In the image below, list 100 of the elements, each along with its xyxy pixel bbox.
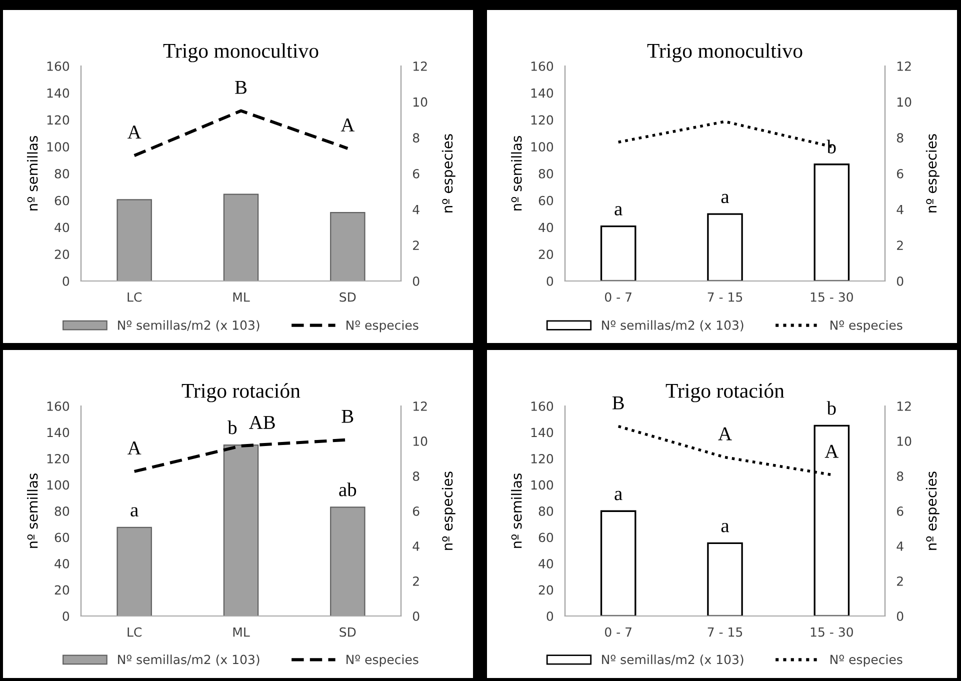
x-tick-label: 7 - 15 <box>708 292 742 302</box>
y-tick-label: 140 <box>47 428 70 438</box>
legend-label: Nº semillas/m2 (x 103) <box>118 654 260 666</box>
x-tick-label: 7 - 15 <box>708 627 742 637</box>
legend-label: Nº especies <box>830 320 902 332</box>
y-tick-label: 160 <box>531 61 554 71</box>
annotation: A <box>128 442 142 454</box>
annotation: B <box>235 80 247 94</box>
x-tick-label: SD <box>340 627 356 637</box>
y2-tick-label: 8 <box>896 471 904 481</box>
y2-tick-label: 0 <box>412 276 420 286</box>
x-tick-label: SD <box>340 292 356 302</box>
legend-label: Nº especies <box>346 320 418 332</box>
y-tick-label: 40 <box>54 558 70 568</box>
x-tick-label: LC <box>128 627 142 637</box>
y2-axis-title: nº especies <box>926 472 940 550</box>
y-tick-label: 60 <box>538 532 554 542</box>
x-tick-label: LC <box>128 292 142 302</box>
x-tick-label: 0 - 7 <box>604 292 632 302</box>
y2-axis-title: nº especies <box>926 134 940 212</box>
annotation: a <box>721 194 730 204</box>
y2-tick-label: 8 <box>412 471 420 481</box>
bar <box>707 542 743 616</box>
x-tick-label: ML <box>233 292 250 302</box>
y-tick-label: 160 <box>47 401 70 411</box>
y2-tick-label: 10 <box>413 97 428 107</box>
x-tick-label: 0 - 7 <box>604 627 632 637</box>
y-tick-label: 100 <box>47 142 70 152</box>
chart-title: Trigo monocultivo <box>647 43 802 62</box>
y-tick-label: 0 <box>62 611 70 621</box>
y2-tick-label: 4 <box>896 204 904 214</box>
bar <box>814 164 850 281</box>
x-tick-label: 15 - 30 <box>810 627 853 637</box>
annotation: A <box>824 444 839 458</box>
y2-tick-label: 6 <box>896 506 904 516</box>
y-tick-label: 140 <box>531 428 554 438</box>
y2-tick-label: 2 <box>413 240 419 250</box>
y-tick-label: 160 <box>531 401 554 411</box>
annotation: AB <box>249 416 275 429</box>
annotation: A <box>340 118 355 132</box>
y-tick-label: 140 <box>531 88 554 98</box>
y-tick-label: 20 <box>54 585 70 595</box>
y-tick-label: 100 <box>531 142 554 152</box>
y2-tick-label: 2 <box>897 240 903 250</box>
y2-tick-label: 0 <box>896 276 904 286</box>
x-tick-label: ML <box>233 627 250 637</box>
y-tick-label: 120 <box>47 454 70 464</box>
annotation: B <box>612 396 624 410</box>
y-tick-label: 60 <box>54 532 70 542</box>
y-tick-label: 40 <box>538 558 554 568</box>
y-axis-title: nº semillas <box>511 136 522 210</box>
y-tick-label: 60 <box>54 196 70 206</box>
y-tick-label: 120 <box>531 115 554 125</box>
y2-tick-label: 10 <box>413 436 428 446</box>
annotation: ab <box>339 482 356 496</box>
y-tick-label: 40 <box>538 222 554 232</box>
y2-tick-label: 4 <box>412 204 420 214</box>
legend-label: Nº semillas/m2 (x 103) <box>118 320 260 332</box>
annotation: B <box>342 410 354 423</box>
annotation: a <box>721 522 730 532</box>
y-tick-label: 120 <box>531 454 554 464</box>
y-tick-label: 160 <box>47 61 70 71</box>
annotation: b <box>228 420 237 434</box>
y2-tick-label: 4 <box>412 542 420 551</box>
y-axis-title: nº semillas <box>27 136 38 210</box>
y2-tick-label: 10 <box>897 97 912 107</box>
y2-tick-label: 10 <box>897 436 912 446</box>
y-axis-title: nº semillas <box>27 473 38 548</box>
y-tick-label: 40 <box>54 222 70 232</box>
y-tick-label: 100 <box>47 480 70 490</box>
annotation: A <box>718 427 732 440</box>
y2-tick-label: 0 <box>412 611 420 621</box>
legend-label: Nº semillas/m2 (x 103) <box>602 654 744 666</box>
annotation: A <box>128 126 142 138</box>
annotation: b <box>826 140 836 154</box>
annotation: a <box>614 206 622 216</box>
annotation: a <box>614 490 622 500</box>
y2-axis-title: nº especies <box>442 134 456 212</box>
y2-tick-label: 2 <box>413 576 419 586</box>
y-tick-label: 100 <box>531 480 554 490</box>
bar <box>600 510 636 616</box>
y-tick-label: 80 <box>54 168 70 178</box>
y-tick-label: 0 <box>62 276 70 286</box>
y2-tick-label: 12 <box>413 401 427 411</box>
bar <box>707 213 743 281</box>
y-tick-label: 120 <box>47 115 70 125</box>
y2-tick-label: 8 <box>896 133 904 143</box>
legend-label: Nº especies <box>346 654 418 667</box>
y2-tick-label: 8 <box>412 133 420 143</box>
y2-tick-label: 0 <box>896 611 904 621</box>
chart-title: Trigo rotación <box>666 383 784 402</box>
y2-tick-label: 2 <box>897 576 903 586</box>
y-tick-label: 20 <box>538 250 554 260</box>
y2-tick-label: 12 <box>897 401 911 411</box>
y2-tick-label: 12 <box>897 61 911 71</box>
y2-axis-title: nº especies <box>442 472 456 550</box>
y2-tick-label: 6 <box>896 168 904 178</box>
y-tick-label: 80 <box>538 168 554 178</box>
y-tick-label: 20 <box>54 250 70 260</box>
legend-label: Nº semillas/m2 (x 103) <box>602 320 744 332</box>
